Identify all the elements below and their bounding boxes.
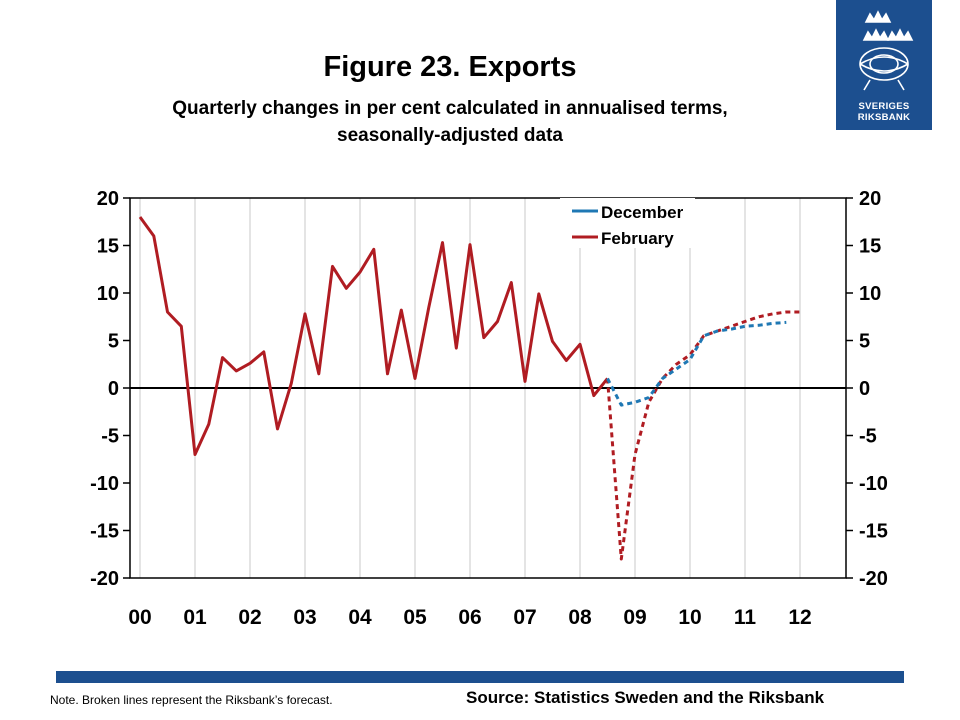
source-text: Source: Statistics Sweden and the Riksba… <box>466 688 825 707</box>
legend-background <box>560 198 695 248</box>
x-tick-label: 00 <box>128 606 151 629</box>
x-tick-label: 02 <box>238 606 261 629</box>
series-line-february-forecast <box>606 310 800 561</box>
x-tick-label: 12 <box>788 606 811 629</box>
y-tick-label-right: 10 <box>859 283 881 305</box>
x-tick-label: 10 <box>678 606 701 629</box>
x-tick-label: 05 <box>403 606 427 629</box>
logo-text: SVERIGES RIKSBANK <box>836 101 932 123</box>
chart-subtitle: Quarterly changes in per cent calculated… <box>60 95 840 149</box>
legend-label-december: December <box>601 203 684 222</box>
x-tick-label: 07 <box>513 606 536 629</box>
forecast-note: Note. Broken lines represent the Riksban… <box>50 693 333 707</box>
x-tick-label: 01 <box>183 606 207 629</box>
x-tick-label: 11 <box>734 606 757 629</box>
y-tick-label-right: 15 <box>859 236 881 258</box>
x-tick-label: 03 <box>293 606 316 629</box>
footer-bar <box>56 671 904 683</box>
y-tick-label-left: 10 <box>97 283 119 305</box>
subtitle-line-2: seasonally-adjusted data <box>337 125 563 146</box>
y-tick-label-right: 20 <box>859 188 881 210</box>
y-tick-label-left: -20 <box>90 568 119 590</box>
x-tick-label: 06 <box>458 606 481 629</box>
legend-label-february: February <box>601 229 674 248</box>
crown-crest-icon <box>859 10 914 91</box>
chart-title: Figure 23. Exports <box>323 51 577 83</box>
y-tick-label-right: 0 <box>859 378 870 400</box>
series-line-february <box>138 216 609 456</box>
logo-line-1: SVERIGES <box>858 101 910 112</box>
riksbank-logo: SVERIGES RIKSBANK <box>836 0 932 130</box>
y-tick-label-left: 15 <box>97 236 119 258</box>
series-line-december-forecast <box>606 320 787 407</box>
y-tick-label-right: -10 <box>859 473 888 495</box>
x-tick-label: 08 <box>568 606 592 629</box>
series-layer <box>138 216 800 561</box>
y-tick-label-left: 20 <box>97 188 119 210</box>
y-tick-label-right: -5 <box>859 426 877 448</box>
subtitle-line-1: Quarterly changes in per cent calculated… <box>172 98 728 119</box>
y-tick-label-right: -20 <box>859 568 888 590</box>
logo-line-2: RIKSBANK <box>857 112 911 123</box>
x-tick-label: 09 <box>623 606 646 629</box>
y-tick-label-left: -5 <box>101 426 119 448</box>
x-tick-label: 04 <box>348 606 372 629</box>
y-tick-label-left: -15 <box>90 521 119 543</box>
y-tick-label-right: -15 <box>859 521 888 543</box>
y-tick-label-left: -10 <box>90 473 119 495</box>
y-tick-label-right: 5 <box>859 331 870 353</box>
legend: December February <box>560 198 695 248</box>
y-tick-label-left: 5 <box>108 331 119 353</box>
y-tick-label-left: 0 <box>108 378 119 400</box>
